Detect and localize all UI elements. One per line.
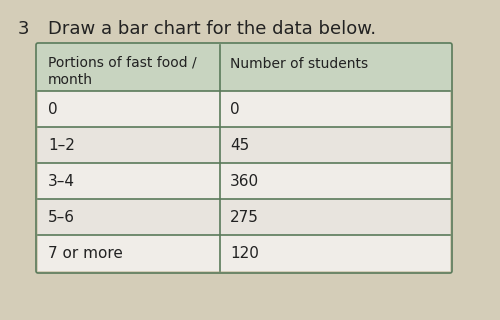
- Bar: [38, 199, 220, 235]
- Bar: [38, 91, 220, 127]
- FancyBboxPatch shape: [36, 42, 452, 93]
- Bar: [220, 235, 450, 271]
- Text: 3: 3: [18, 20, 30, 38]
- Text: 0: 0: [230, 101, 239, 116]
- Text: 3–4: 3–4: [48, 173, 75, 188]
- Text: Draw a bar chart for the data below.: Draw a bar chart for the data below.: [48, 20, 376, 38]
- Bar: [220, 199, 450, 235]
- Text: 360: 360: [230, 173, 259, 188]
- Text: Number of students: Number of students: [230, 57, 368, 71]
- Text: 0: 0: [48, 101, 58, 116]
- Text: 1–2: 1–2: [48, 138, 75, 153]
- Text: Portions of fast food /
month: Portions of fast food / month: [48, 55, 197, 87]
- Bar: [38, 163, 220, 199]
- FancyBboxPatch shape: [38, 45, 450, 91]
- Bar: [220, 91, 450, 127]
- Text: 120: 120: [230, 245, 259, 260]
- Bar: [38, 127, 220, 163]
- Bar: [220, 163, 450, 199]
- Bar: [38, 235, 220, 271]
- Text: 5–6: 5–6: [48, 210, 75, 225]
- Text: 275: 275: [230, 210, 259, 225]
- Text: 7 or more: 7 or more: [48, 245, 123, 260]
- Text: 45: 45: [230, 138, 249, 153]
- Bar: [220, 127, 450, 163]
